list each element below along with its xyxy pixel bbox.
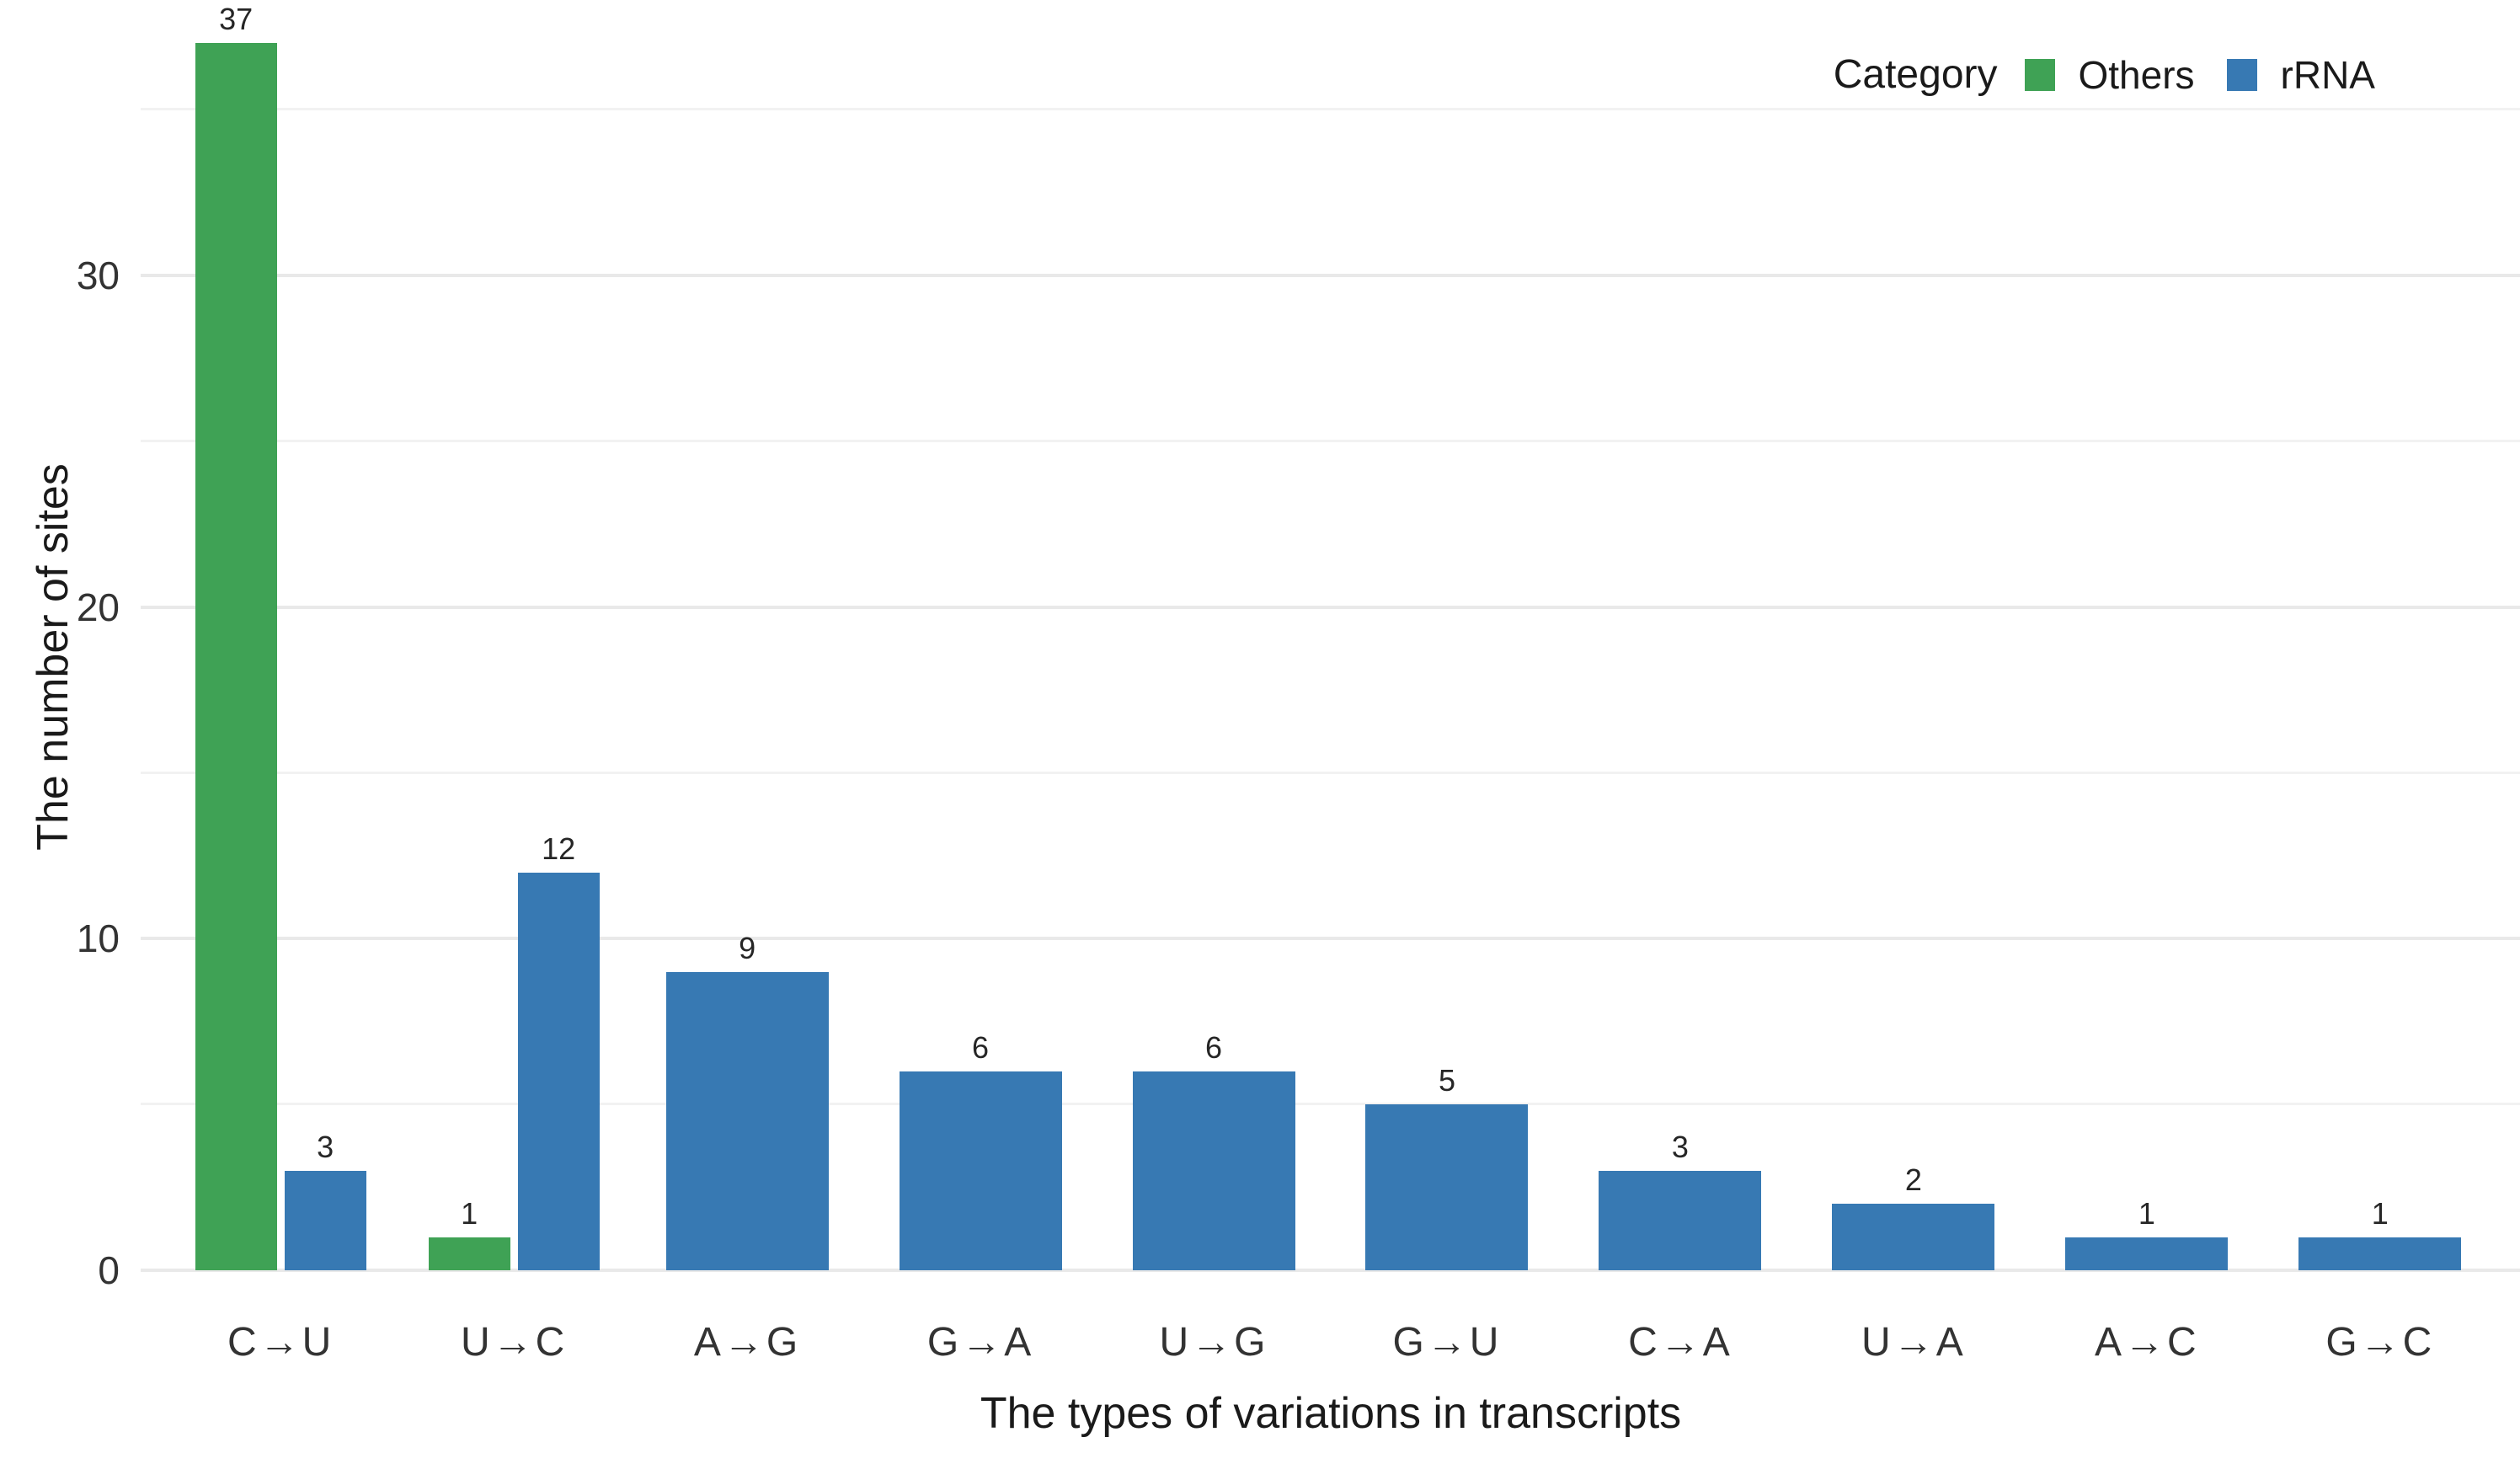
bar-U→C-rRNA bbox=[517, 872, 600, 1270]
bar-C→U-rRNA bbox=[284, 1170, 366, 1270]
bar-G→C-rRNA bbox=[2298, 1237, 2462, 1270]
x-tick-label-U→A: U→A bbox=[1861, 1320, 1966, 1365]
bar-A→C-rRNA bbox=[2065, 1237, 2229, 1270]
legend: Category Others rRNA bbox=[1834, 54, 2375, 96]
y-tick-label-0: 0 bbox=[98, 1248, 120, 1292]
legend-item-rrna: rRNA bbox=[2226, 53, 2375, 97]
value-label-C→A-rRNA: 3 bbox=[1671, 1129, 1689, 1164]
gridline-0 bbox=[141, 1269, 2520, 1272]
legend-title: Category bbox=[1833, 52, 1998, 97]
bar-G→A-rRNA bbox=[899, 1071, 1062, 1270]
x-tick-label-U→C: U→C bbox=[460, 1320, 568, 1365]
legend-item-others: Others bbox=[2024, 53, 2195, 97]
legend-label-rrna: rRNA bbox=[2280, 53, 2375, 97]
x-tick-label-C→U: C→U bbox=[227, 1320, 334, 1365]
y-axis-title: The number of sites bbox=[29, 463, 77, 851]
x-axis-title: The types of variations in transcripts bbox=[980, 1389, 1682, 1438]
x-tick-label-C→A: C→A bbox=[1628, 1320, 1732, 1365]
value-label-C→U-Others: 37 bbox=[219, 2, 254, 37]
value-label-G→A-rRNA: 6 bbox=[972, 1029, 990, 1065]
value-label-G→C-rRNA: 1 bbox=[2371, 1195, 2389, 1231]
value-label-U→C-rRNA: 12 bbox=[542, 831, 576, 866]
x-tick-label-G→C: G→C bbox=[2325, 1320, 2435, 1365]
gridline-5 bbox=[141, 1103, 2520, 1106]
value-label-U→C-Others: 1 bbox=[461, 1195, 478, 1231]
bar-U→C-Others bbox=[428, 1237, 510, 1270]
gridline-10 bbox=[141, 937, 2520, 941]
x-tick-label-A→C: A→C bbox=[2095, 1320, 2199, 1365]
x-tick-label-U→G: U→G bbox=[1159, 1320, 1268, 1365]
gridline-25 bbox=[141, 439, 2520, 442]
value-label-U→A-rRNA: 2 bbox=[1904, 1162, 1922, 1198]
value-label-C→U-rRNA: 3 bbox=[317, 1129, 334, 1164]
x-tick-label-A→G: A→G bbox=[693, 1320, 801, 1365]
value-label-G→U-rRNA: 5 bbox=[1438, 1063, 1455, 1098]
bar-U→A-rRNA bbox=[1832, 1204, 1995, 1270]
bar-U→G-rRNA bbox=[1132, 1071, 1295, 1270]
value-label-A→G-rRNA: 9 bbox=[739, 930, 756, 965]
gridline-15 bbox=[141, 771, 2520, 774]
y-tick-label-10: 10 bbox=[76, 916, 120, 961]
y-tick-label-30: 30 bbox=[76, 254, 120, 298]
legend-swatch-others bbox=[2024, 59, 2055, 91]
x-tick-label-G→A: G→A bbox=[926, 1320, 1034, 1365]
legend-label-others: Others bbox=[2078, 53, 2195, 97]
bar-A→G-rRNA bbox=[665, 971, 829, 1270]
value-label-A→C-rRNA: 1 bbox=[2138, 1195, 2155, 1231]
gridline-35 bbox=[141, 108, 2520, 111]
gridline-20 bbox=[141, 605, 2520, 609]
bar-C→A-rRNA bbox=[1599, 1170, 1762, 1270]
bar-C→U-Others bbox=[195, 43, 277, 1270]
bar-G→U-rRNA bbox=[1365, 1104, 1529, 1270]
legend-items: Others rRNA bbox=[2024, 53, 2375, 97]
x-tick-label-G→U: G→U bbox=[1392, 1320, 1502, 1365]
gridline-30 bbox=[141, 274, 2520, 278]
legend-swatch-rrna bbox=[2226, 59, 2257, 91]
y-tick-label-20: 20 bbox=[76, 585, 120, 629]
value-label-U→G-rRNA: 6 bbox=[1205, 1029, 1223, 1065]
